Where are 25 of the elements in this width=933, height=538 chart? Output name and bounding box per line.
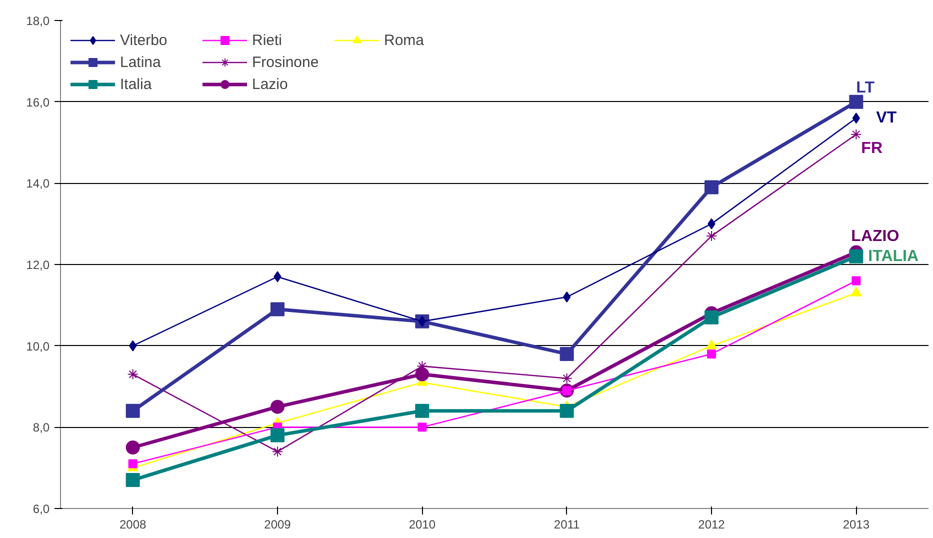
annotation: LT	[856, 79, 875, 96]
y-tick-label: 8,0	[32, 420, 50, 435]
x-tick-label: 2009	[264, 518, 292, 532]
x-tick-label: 2013	[842, 518, 870, 532]
y-tick-label: 14,0	[26, 176, 50, 191]
legend-label: Roma	[384, 32, 426, 48]
x-tick-label: 2011	[554, 518, 580, 532]
annotation: LAZIO	[851, 228, 900, 245]
legend-label: Latina	[120, 54, 162, 70]
x-tick-label: 2012	[698, 518, 726, 532]
legend-label: Lazio	[252, 76, 289, 92]
annotation: VT	[876, 110, 897, 127]
legend-label: Frosinone	[252, 54, 320, 70]
x-tick-label: 2008	[119, 518, 147, 532]
legend-label: Rieti	[252, 32, 284, 48]
y-tick-label: 6,0	[32, 502, 50, 516]
y-tick-label: 18,0	[26, 14, 50, 28]
y-tick-label: 12,0	[26, 258, 50, 272]
legend-label: Viterbo	[120, 32, 168, 48]
annotation: ITALIA	[868, 248, 919, 265]
x-tick-label: 2010	[408, 518, 436, 532]
annotation: FR	[861, 140, 883, 157]
y-tick-label: 10,0	[26, 339, 50, 354]
legend-label: Italia	[120, 76, 153, 92]
y-tick-label: 16,0	[26, 95, 50, 110]
